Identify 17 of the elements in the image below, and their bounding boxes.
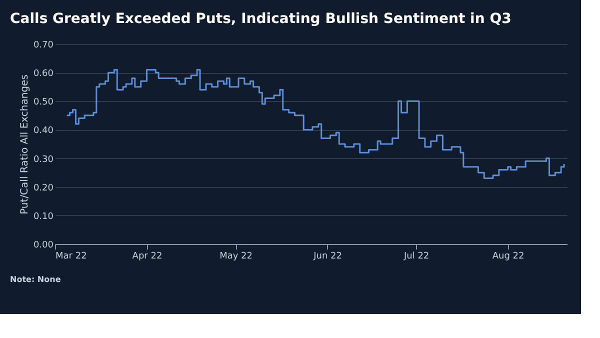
x-tick-label: Jul 22 [402,252,430,262]
x-tick-label: Apr 22 [132,252,162,262]
y-tick-label: 0.50 [33,98,54,108]
y-tick-label: 0.70 [33,40,54,50]
x-tick-label: Aug 22 [492,252,524,262]
x-tick-label: Jun 22 [312,252,342,262]
text: Note: None [10,275,62,284]
x-tick-label: Mar 22 [56,252,87,262]
y-tick-label: 0.60 [33,69,54,80]
chart-title: Calls Greatly Exceeded Puts, Indicating Bullish Sentiment in Q3 [10,11,512,27]
x-tick-label: May 22 [220,252,252,262]
y-tick-label: 0.00 [33,240,54,250]
y-tick-label: 0.40 [33,126,54,136]
y-tick-label: 0.20 [33,183,54,194]
y-tick-label: 0.10 [33,212,54,222]
y-axis-title: Put/Call Ratio All Exchanges [19,74,30,214]
y-tick-label: 0.30 [33,154,54,165]
